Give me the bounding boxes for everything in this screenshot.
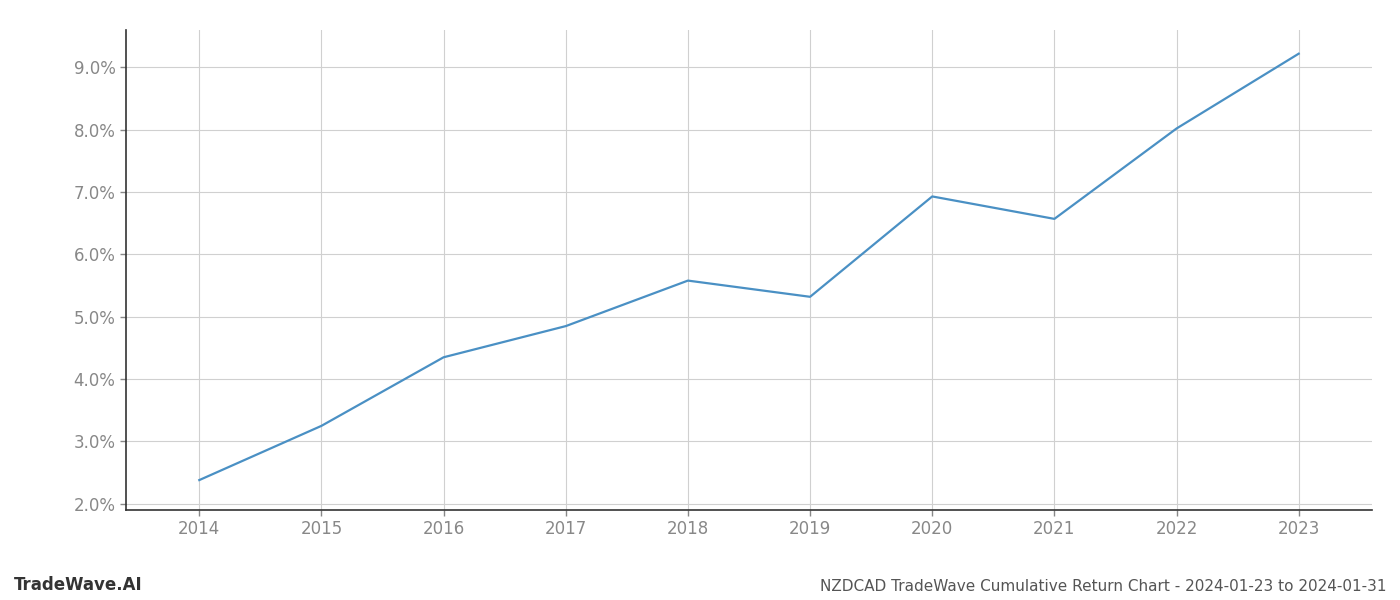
Text: NZDCAD TradeWave Cumulative Return Chart - 2024-01-23 to 2024-01-31: NZDCAD TradeWave Cumulative Return Chart… bbox=[819, 579, 1386, 594]
Text: TradeWave.AI: TradeWave.AI bbox=[14, 576, 143, 594]
